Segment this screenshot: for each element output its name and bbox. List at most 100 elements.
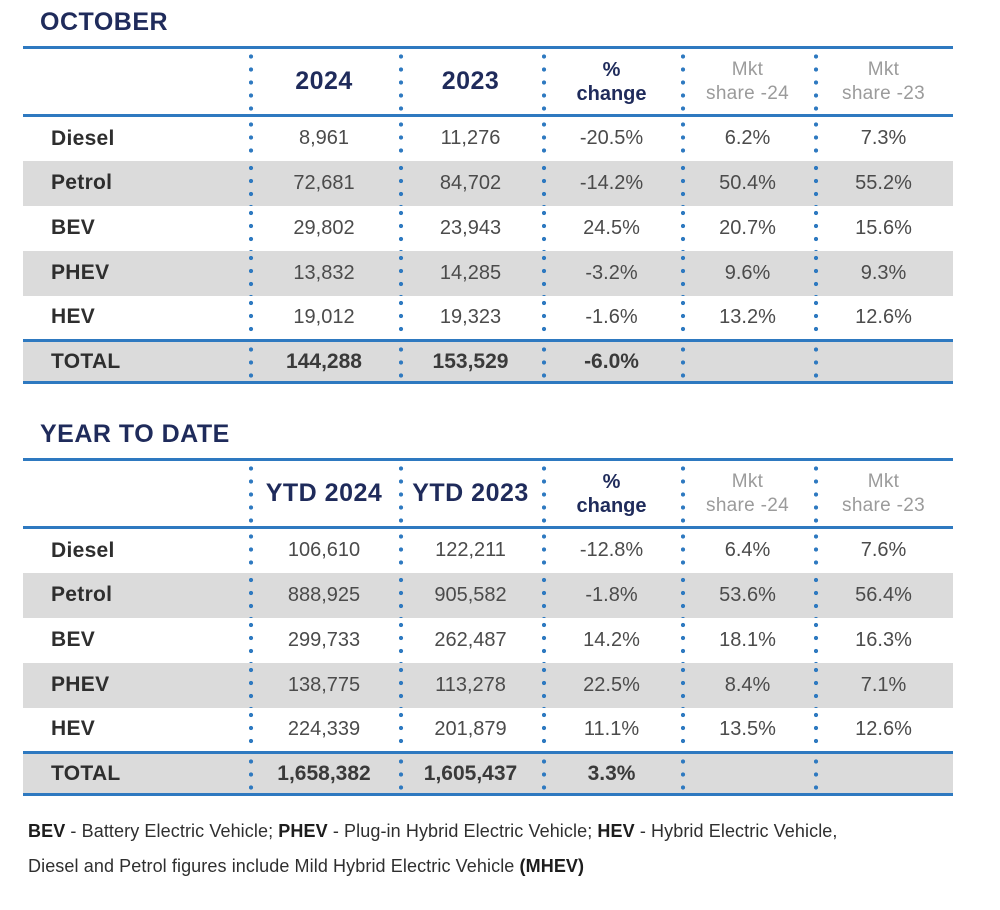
table-row: BEV 299,733 262,487 14.2% 18.1% 16.3% [23,617,953,663]
corner-cell [23,48,249,116]
cell-value: 7.1% [814,662,953,708]
footnote-text: - Battery Electric Vehicle; [65,821,279,841]
row-label: TOTAL [51,349,121,373]
cell-value: -12.8% [542,527,681,573]
cell-value: 8,961 [249,115,399,161]
footnote: BEV - Battery Electric Vehicle; PHEV - P… [28,814,976,884]
cell-value: 7.6% [814,527,953,573]
column-header: % change [542,459,681,528]
cell-value: 84,702 [399,160,542,206]
table-row: HEV 224,339 201,879 11.1% 13.5% 12.6% [23,707,953,753]
cell-value: 50.4% [681,160,814,206]
cell-value: 53.6% [681,572,814,618]
cell-value: 122,211 [399,527,542,573]
cell-value: 888,925 [249,572,399,618]
column-header: Mkt share -23 [814,47,953,116]
cell-value: 905,582 [399,572,542,618]
cell-value: 29,802 [249,205,399,251]
year-to-date-table: YTD 2024 YTD 2023% change Mkt share -24 Mkt sh… [23,458,953,796]
cell-value: 113,278 [399,662,542,708]
cell-value: 299,733 [249,617,399,663]
cell-value: 11.1% [542,707,681,753]
section-title-year-to-date: YEAR TO DATE [40,420,230,448]
table-row: BEV 29,802 23,943 24.5% 20.7% 15.6% [23,205,953,251]
cell-value: -3.2% [542,250,681,296]
cell-value: 144,288 [249,340,399,383]
total-row: TOTAL 144,288 153,529 -6.0% [23,340,953,383]
cell-value: -1.6% [542,295,681,341]
footnote-text: - Plug-in Hybrid Electric Vehicle; [327,821,598,841]
cell-value [681,752,814,795]
cell-value: 1,658,382 [249,752,399,795]
row-label: HEV [51,305,96,329]
row-label: BEV [51,216,96,239]
cell-value: 138,775 [249,662,399,708]
row-label: Diesel [51,538,115,562]
cell-value: 72,681 [249,160,399,206]
footnote-text: - Hybrid Electric Vehicle, [634,821,838,841]
cell-value: 11,276 [399,115,542,161]
cell-value: 20.7% [681,205,814,251]
total-row: TOTAL 1,658,382 1,605,437 3.3% [23,752,953,795]
table-row: Diesel 106,610 122,211 -12.8% 6.4% 7.6% [23,527,953,573]
cell-value: 13.2% [681,295,814,341]
cell-value: 9.3% [814,250,953,296]
cell-value: 6.4% [681,527,814,573]
footnote-term: (MHEV) [519,856,585,877]
cell-value [814,340,953,383]
table-row: Diesel 8,961 11,276 -20.5% 6.2% 7.3% [23,115,953,161]
cell-value: 12.6% [814,707,953,753]
column-header: Mkt share -24 [681,459,814,528]
table-row: PHEV 138,775 113,278 22.5% 8.4% 7.1% [23,662,953,708]
cell-value [681,340,814,383]
row-label: Petrol [51,583,113,606]
row-label: BEV [51,628,96,651]
cell-value [814,752,953,795]
table-row: Petrol 888,925 905,582 -1.8% 53.6% 56.4% [23,572,953,618]
cell-value: 13.5% [681,707,814,753]
october-table: 2024 2023% change Mkt share -24 Mkt share -23 D… [23,46,953,384]
footnote-text: Diesel and Petrol figures include Mild H… [28,856,520,877]
row-label: Diesel [51,126,115,150]
footnote-term: BEV [28,821,66,841]
cell-value: -14.2% [542,160,681,206]
row-label: Petrol [51,171,113,194]
cell-value: 19,012 [249,295,399,341]
cell-value: 153,529 [399,340,542,383]
cell-value: 16.3% [814,617,953,663]
row-label: HEV [51,717,96,741]
cell-value: 1,605,437 [399,752,542,795]
cell-value: 12.6% [814,295,953,341]
column-header: % change [542,47,681,116]
cell-value: 13,832 [249,250,399,296]
cell-value: -1.8% [542,572,681,618]
cell-value: 19,323 [399,295,542,341]
cell-value: 9.6% [681,250,814,296]
registrations-report: OCTOBER 2024 2023% change Mkt share -24 Mkt sh… [23,8,976,884]
corner-cell [23,460,249,528]
cell-value: 8.4% [681,662,814,708]
footnote-term: HEV [597,821,635,841]
row-label: PHEV [51,673,110,696]
row-label: TOTAL [51,761,121,785]
cell-value: -6.0% [542,340,681,383]
cell-value: 7.3% [814,115,953,161]
cell-value: 201,879 [399,707,542,753]
cell-value: 22.5% [542,662,681,708]
cell-value: 55.2% [814,160,953,206]
footnote-term: PHEV [278,821,328,841]
column-header: 2024 [249,47,399,116]
column-header: Mkt share -23 [814,459,953,528]
table-row: HEV 19,012 19,323 -1.6% 13.2% 12.6% [23,295,953,341]
cell-value: 106,610 [249,527,399,573]
column-header: Mkt share -24 [681,47,814,116]
cell-value: -20.5% [542,115,681,161]
cell-value: 23,943 [399,205,542,251]
table-row: PHEV 13,832 14,285 -3.2% 9.6% 9.3% [23,250,953,296]
column-header: YTD 2023 [399,459,542,528]
column-header: 2023 [399,47,542,116]
cell-value: 3.3% [542,752,681,795]
header-row: 2024 2023% change Mkt share -24 Mkt share -23 [23,47,953,116]
cell-value: 56.4% [814,572,953,618]
cell-value: 262,487 [399,617,542,663]
